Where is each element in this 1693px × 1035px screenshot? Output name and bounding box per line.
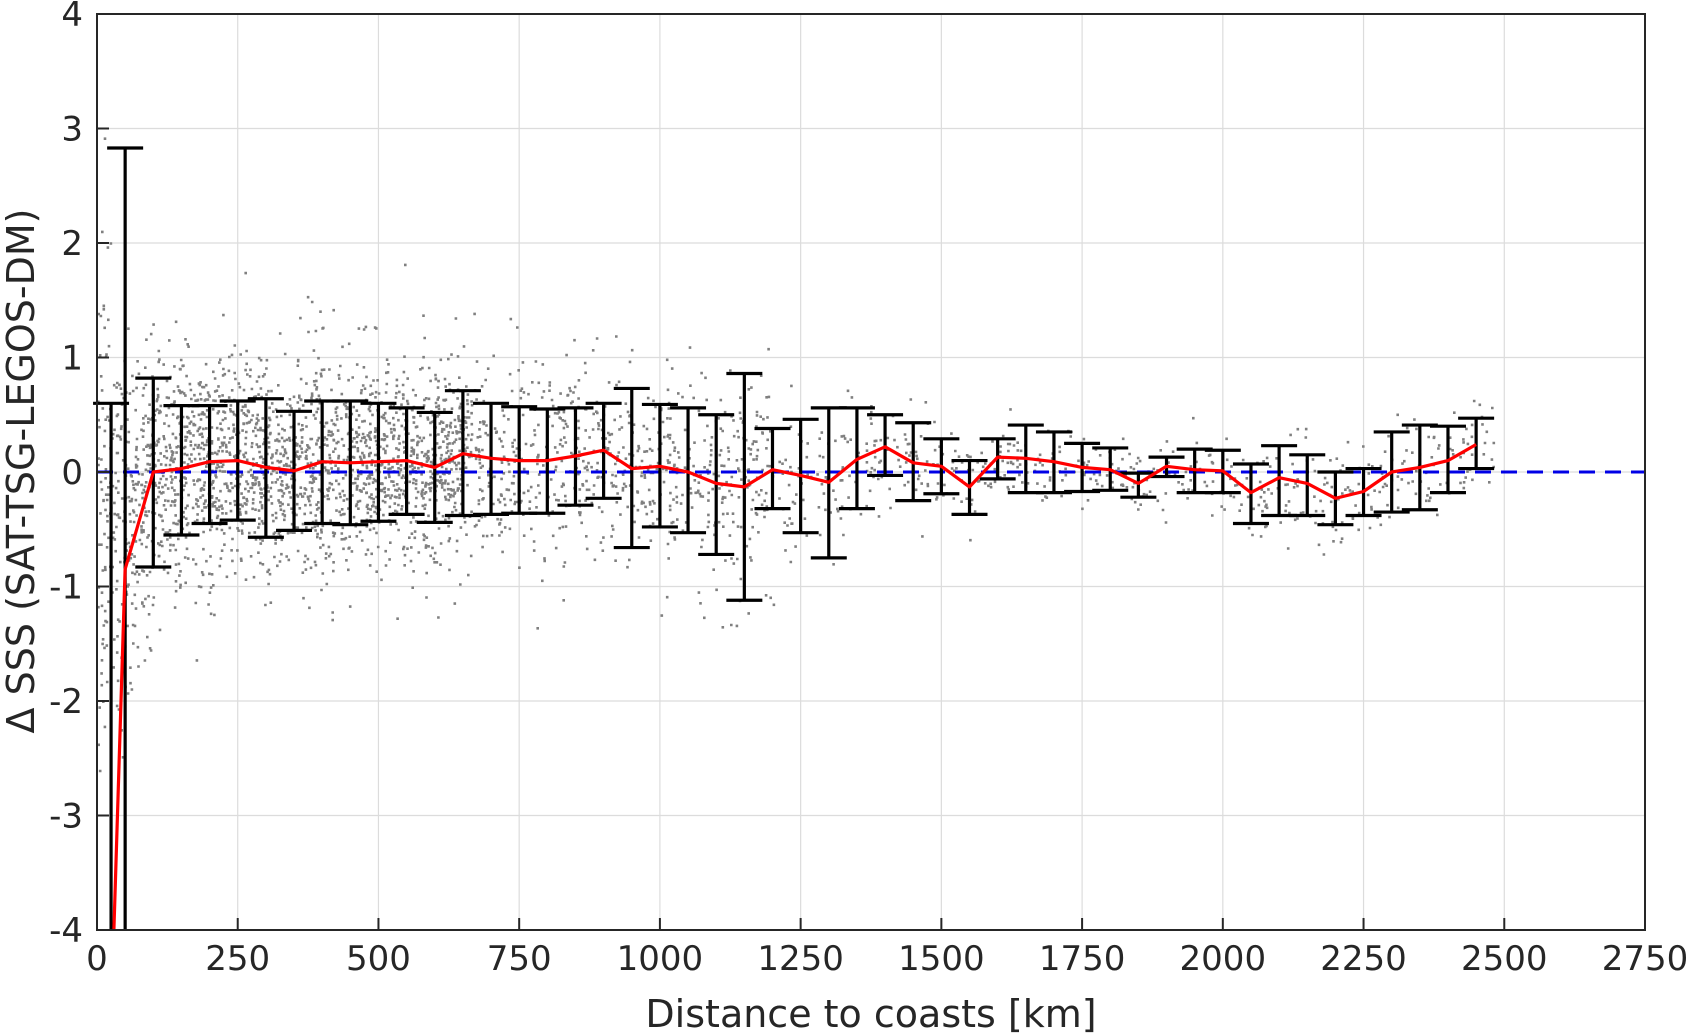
mean-line-path [112, 443, 1477, 931]
error-bars [93, 146, 1495, 930]
scatter-cloud [97, 137, 1496, 773]
mean-line [112, 443, 1477, 931]
y-tick-label: -3 [49, 797, 83, 837]
x-tick-label: 2750 [1602, 939, 1689, 979]
x-tick-label: 500 [346, 939, 411, 979]
y-tick-label: 2 [61, 224, 83, 264]
error-bar [191, 403, 228, 526]
y-tick-label: 3 [61, 110, 83, 150]
x-tick-label: 0 [86, 939, 108, 979]
x-axis-title: Distance to coasts [km] [645, 992, 1096, 1035]
x-tick-label: 750 [487, 939, 552, 979]
error-bar [867, 413, 904, 478]
error-bar [1120, 471, 1157, 499]
y-tick-label: 1 [61, 339, 83, 379]
x-tick-label: 250 [205, 939, 270, 979]
x-tick-label: 1250 [757, 939, 844, 979]
error-bar [107, 146, 144, 930]
x-tick-label: 1750 [1039, 939, 1126, 979]
error-bar [93, 401, 130, 930]
y-tick-label: -4 [49, 911, 83, 951]
x-tick-label: 1500 [898, 939, 985, 979]
y-tick-labels: -4 -3 -2 -1 0 1 2 3 4 [49, 0, 109, 951]
y-tick-label: 4 [61, 0, 83, 35]
y-tick-label: -1 [49, 568, 83, 608]
error-bar [670, 406, 707, 535]
y-tick-label: -2 [49, 682, 83, 722]
x-tick-labels: 0 250 500 750 1000 1250 1500 1750 2000 2250 2500 27… [86, 918, 1688, 979]
x-tick-label: 2000 [1180, 939, 1267, 979]
x-tick-label: 1000 [617, 939, 704, 979]
x-tick-label: 2250 [1320, 939, 1407, 979]
x-tick-label: 2500 [1461, 939, 1548, 979]
error-bar [1458, 416, 1495, 471]
scatter-points [97, 137, 1496, 773]
y-axis-title: Δ SSS (SAT-TSG-LEGOS-DM) [0, 209, 43, 734]
y-tick-label: 0 [61, 453, 83, 493]
